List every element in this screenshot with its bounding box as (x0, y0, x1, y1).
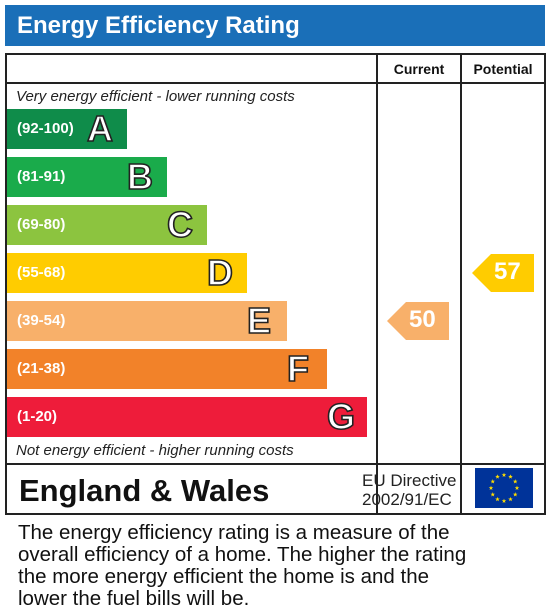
rating-frame: Current Potential Very energy efficient … (5, 53, 546, 515)
potential-arrow-shape (472, 254, 534, 292)
band-f: (21-38) F (7, 347, 327, 390)
current-rating-value: 50 (409, 306, 436, 333)
eu-star-icon (490, 492, 496, 497)
eu-star-icon (501, 498, 507, 503)
band-c: (69-80) C (7, 203, 207, 246)
eu-star-icon (501, 472, 507, 477)
eu-star-icon (508, 474, 513, 479)
eu-star-icon (512, 479, 518, 484)
column-header-current: Current (393, 61, 445, 77)
description-line: lower the fuel bills will be. (18, 587, 250, 610)
header-divider (7, 82, 544, 84)
chart-title: Energy Efficiency Rating (17, 12, 300, 39)
title-bar: Energy Efficiency Rating (5, 5, 545, 46)
band-e: (39-54) E (7, 299, 287, 342)
band-letter-label: D (206, 251, 234, 294)
current-rating-arrow: 50 (387, 302, 449, 340)
current-arrow-shape (387, 302, 449, 340)
column-divider-current (376, 55, 378, 513)
band-letter-label: C (166, 203, 194, 246)
column-divider-potential (460, 55, 462, 513)
eu-star-icon (495, 474, 500, 479)
description-line: The energy efficiency rating is a measur… (18, 521, 450, 544)
band-letter-label: G (326, 395, 356, 438)
footer-country: England & Wales (19, 473, 270, 508)
eu-star-icon (495, 496, 500, 502)
band-d: (55-68) D (7, 251, 247, 294)
band-letter-label: A (86, 107, 114, 150)
band-range-label: (69-80) (17, 216, 66, 233)
eu-star-icon (488, 485, 494, 490)
band-letter-label: E (246, 299, 272, 342)
description-line: the more energy efficient the home is an… (18, 565, 430, 588)
bottom-caption: Not energy efficient - higher running co… (16, 442, 294, 459)
band-a: (92-100) A (7, 107, 127, 150)
band-range-label: (81-91) (17, 168, 66, 185)
eu-star-icon (514, 485, 520, 490)
description-line: overall efficiency of a home. The higher… (18, 543, 467, 566)
band-b: (81-91) B (7, 155, 167, 198)
band-range-label: (92-100) (17, 120, 74, 137)
eu-star-icon (512, 492, 518, 497)
band-g: (1-20) G (7, 395, 367, 438)
band-range-label: (39-54) (17, 312, 66, 329)
potential-rating-value: 57 (494, 258, 521, 285)
eu-directive-line2: 2002/91/EC (362, 490, 452, 509)
band-range-label: (1-20) (17, 408, 58, 425)
description: The energy efficiency rating is a measur… (18, 522, 538, 610)
eu-star-icon (508, 496, 513, 502)
band-range-label: (55-68) (17, 264, 66, 281)
eu-star-icon (490, 479, 496, 484)
top-caption: Very energy efficient - lower running co… (16, 88, 295, 105)
eu-flag-icon (475, 468, 533, 508)
potential-rating-arrow: 57 (472, 254, 534, 292)
footer-divider (7, 463, 544, 465)
eu-directive-line1: EU Directive (362, 471, 457, 490)
band-letter-label: F (286, 347, 310, 390)
band-range-label: (21-38) (17, 360, 66, 377)
column-header-potential: Potential (473, 61, 533, 77)
band-letter-label: B (126, 155, 154, 198)
